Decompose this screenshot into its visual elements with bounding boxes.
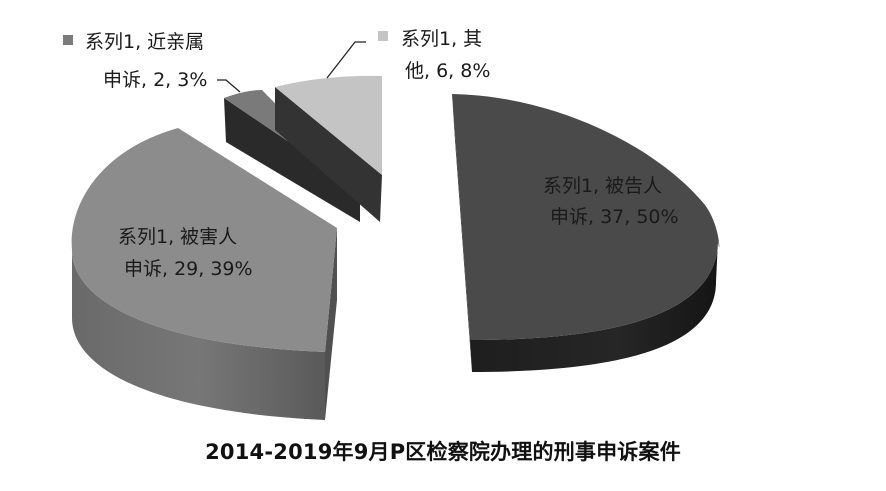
- leader-line-relatives: [217, 79, 241, 93]
- slice-other-top: [275, 75, 382, 175]
- slice-victim-side: [72, 250, 325, 420]
- slice-relatives-cut: [224, 98, 360, 222]
- label-relatives-line1: 系列1, 近亲属: [85, 31, 204, 53]
- slice-defendant-top: [452, 94, 720, 340]
- label-relatives: 系列1, 近亲属 申诉, 2, 3%: [63, 31, 207, 91]
- slice-defendant[interactable]: [452, 94, 720, 372]
- legend-key-relatives-icon: [63, 35, 73, 45]
- legend-key-other-icon: [378, 31, 388, 41]
- slice-victim-top: [71, 128, 337, 352]
- slice-victim-cut: [325, 228, 337, 420]
- slice-victim[interactable]: [71, 128, 337, 420]
- slice-other-cut: [275, 87, 382, 222]
- label-other: 系列1, 其 他, 6, 8%: [378, 28, 490, 82]
- label-defendant: 系列1, 被告人 申诉, 37, 50%: [543, 175, 679, 228]
- pie-chart: 系列1, 近亲属 申诉, 2, 3% 系列1, 其 他, 6, 8% 系列1, …: [63, 28, 720, 420]
- leader-line-other: [326, 41, 366, 79]
- label-other-line1: 系列1, 其: [401, 28, 482, 50]
- label-defendant-line1: 系列1, 被告人: [543, 175, 662, 197]
- slice-other[interactable]: [275, 75, 382, 222]
- label-victim: 系列1, 被害人 申诉, 29, 39%: [118, 226, 253, 280]
- label-relatives-line2: 申诉, 2, 3%: [103, 69, 207, 91]
- label-defendant-line2: 申诉, 37, 50%: [550, 206, 679, 228]
- label-other-line2: 他, 6, 8%: [405, 60, 490, 82]
- slice-defendant-cut: [452, 94, 472, 372]
- chart-title: 2014-2019年9月P区检察院办理的刑事申诉案件: [205, 440, 681, 464]
- slice-defendant-side: [470, 240, 718, 372]
- label-victim-line2: 申诉, 29, 39%: [124, 258, 253, 280]
- label-victim-line1: 系列1, 被害人: [118, 226, 237, 248]
